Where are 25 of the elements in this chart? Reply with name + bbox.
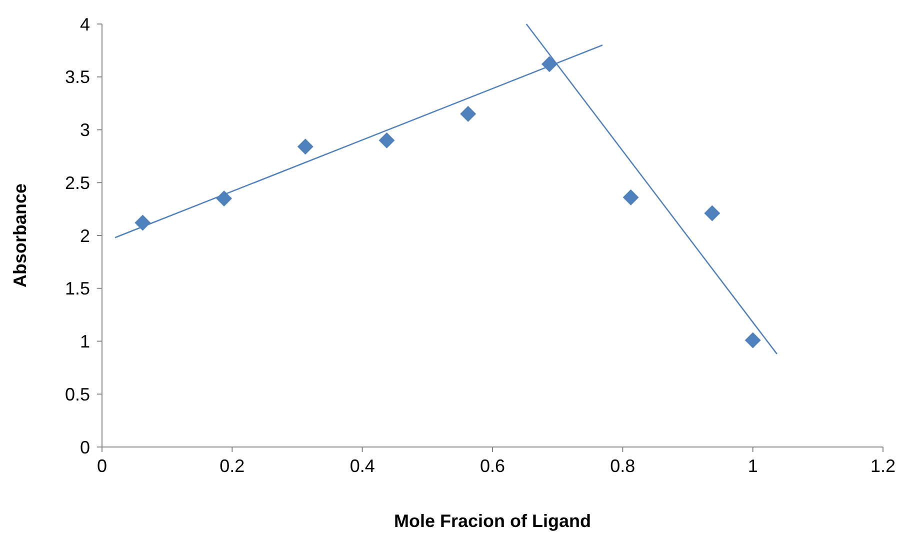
y-tick-label: 2.5 bbox=[64, 172, 90, 193]
point bbox=[622, 189, 639, 206]
y-tick-label: 4 bbox=[80, 14, 90, 34]
y-tick-label: 3.5 bbox=[64, 67, 90, 88]
y-axis-title: Absorbance bbox=[10, 183, 30, 288]
x-tick-label: 0.2 bbox=[220, 456, 245, 476]
x-tick-label: 1 bbox=[748, 456, 758, 476]
x-tick-label: 0.6 bbox=[480, 456, 506, 476]
y-tick-label: 0 bbox=[80, 437, 90, 458]
y-tick-label: 1.5 bbox=[64, 278, 90, 299]
x-tick-label: 0 bbox=[96, 456, 108, 476]
x-tick-label: 0.8 bbox=[610, 456, 636, 476]
y-tick-label: 2 bbox=[80, 226, 90, 246]
point bbox=[297, 138, 314, 155]
point bbox=[704, 205, 720, 222]
y-tick-label: 1 bbox=[80, 332, 90, 352]
y-tick-label: 3 bbox=[80, 120, 90, 140]
x-axis-title: Mole Fracion of Ligand bbox=[394, 511, 591, 531]
point bbox=[460, 106, 476, 122]
y-tick-label: 0.5 bbox=[64, 384, 90, 404]
x-tick-label: 1.2 bbox=[870, 456, 896, 476]
point bbox=[216, 190, 232, 206]
x-tick-label: 0.4 bbox=[350, 456, 375, 476]
point bbox=[744, 332, 761, 348]
point bbox=[378, 132, 395, 148]
